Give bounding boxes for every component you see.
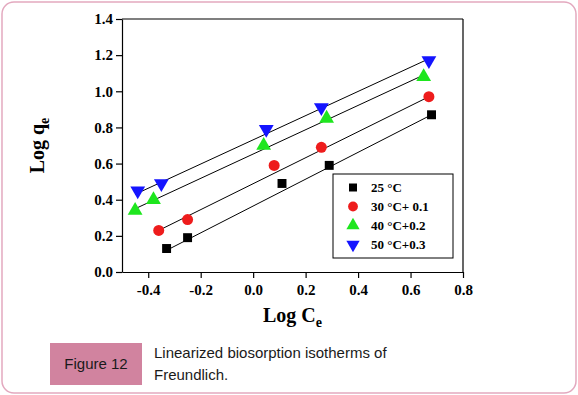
y-tick-mark [116,236,122,237]
legend-marker [346,218,359,229]
y-tick-label: 0.0 [94,264,113,280]
legend: 25 °C 30 °C+ 0.1 40 °C+0.2 50 °C+0.3 [333,174,453,258]
y-axis-title: Log qe [26,118,52,174]
y-tick-label: 1.0 [94,84,113,100]
y-tick: 0.8 [94,120,122,136]
data-point [427,110,436,119]
y-tick-label: 0.8 [94,120,113,136]
y-tick-mark [116,55,122,56]
y-tick-label: 0.4 [94,192,113,208]
figure-label-box [50,343,142,385]
x-tick-label: -0.2 [189,282,213,298]
data-point [153,225,164,236]
data-point [183,233,192,242]
y-tick-mark [116,163,122,164]
x-tick: 0.6 [402,272,421,298]
x-axis: -0.4 -0.2 0.0 0.2 0.4 0.6 0.8 [123,272,473,298]
data-point [416,68,431,81]
fit-line [159,97,429,231]
data-point [130,186,145,199]
x-tick-mark [201,272,202,278]
y-tick: 1.0 [94,84,122,100]
legend-label: 50 °C+0.3 [371,237,426,252]
data-point [128,202,143,215]
fit-line [167,115,432,251]
data-point [162,244,171,253]
data-point [421,56,436,69]
y-tick-label: 1.2 [94,47,113,63]
x-tick: -0.2 [189,272,213,298]
figure-frame [2,2,576,393]
y-tick: 1.4 [94,11,122,27]
data-point [316,142,327,153]
data-point [423,91,434,102]
x-tick: 0.4 [349,272,368,298]
x-tick: -0.4 [137,272,161,298]
data-point [182,214,193,225]
x-axis-title: Log Ce [263,304,322,330]
y-tick-mark [116,127,122,128]
legend-label: 40 °C+0.2 [371,218,426,233]
data-point [314,103,329,116]
x-tick-label: -0.4 [137,282,161,298]
figure-caption: Linearized biosorption isotherms ofFreun… [154,344,387,383]
x-tick-mark [306,272,307,278]
y-tick-label: 0.2 [94,228,113,244]
data-point [278,179,287,188]
legend-marker [346,241,359,252]
y-tick-mark [116,200,122,201]
data-point [269,160,280,171]
data-point [256,137,271,150]
data-point [259,125,274,138]
y-tick: 0.2 [94,228,122,244]
x-tick-label: 0.8 [454,282,473,298]
y-tick-label: 0.6 [94,156,113,172]
x-tick-mark [148,272,149,278]
y-tick-mark [116,19,122,20]
data-point [146,191,161,204]
x-tick-label: 0.6 [402,282,421,298]
legend-label: 25 °C [371,180,402,195]
y-tick: 0.6 [94,156,122,172]
data-point [154,179,169,192]
fit-line [135,75,424,209]
legend-marker [348,202,358,212]
y-tick-label: 1.4 [94,11,113,27]
plot-area [128,56,437,253]
y-tick: 0.4 [94,192,122,208]
x-tick-label: 0.4 [349,282,368,298]
x-tick-mark [410,272,411,278]
plot-frame-right [462,19,463,272]
plot-frame-top [122,18,463,19]
y-axis: 0.0 0.2 0.4 0.6 0.8 1.0 1.2 1.4 [94,11,122,280]
data-point [325,161,334,170]
x-tick-label: 0.2 [297,282,316,298]
y-tick-mark [116,272,122,273]
x-tick: 0.8 [454,272,473,298]
x-tick-label: 0.0 [244,282,263,298]
y-axis-line [122,20,123,273]
x-tick-mark [253,272,254,278]
y-tick: 0.0 [94,264,122,280]
legend-box [333,174,453,258]
x-tick: 0.0 [244,272,263,298]
legend-label: 30 °C+ 0.1 [371,199,429,214]
y-tick-mark [116,91,122,92]
figure: -0.4 -0.2 0.0 0.2 0.4 0.6 0.8 0.0 0.2 0.4 0.6 0.8 1.… [0,0,578,395]
y-tick: 1.2 [94,47,122,63]
x-tick-mark [358,272,359,278]
x-tick-mark [463,272,464,278]
x-tick: 0.2 [297,272,316,298]
x-axis-line [123,272,464,273]
legend-marker [349,184,357,192]
figure-label: Figure 12 [64,355,127,372]
